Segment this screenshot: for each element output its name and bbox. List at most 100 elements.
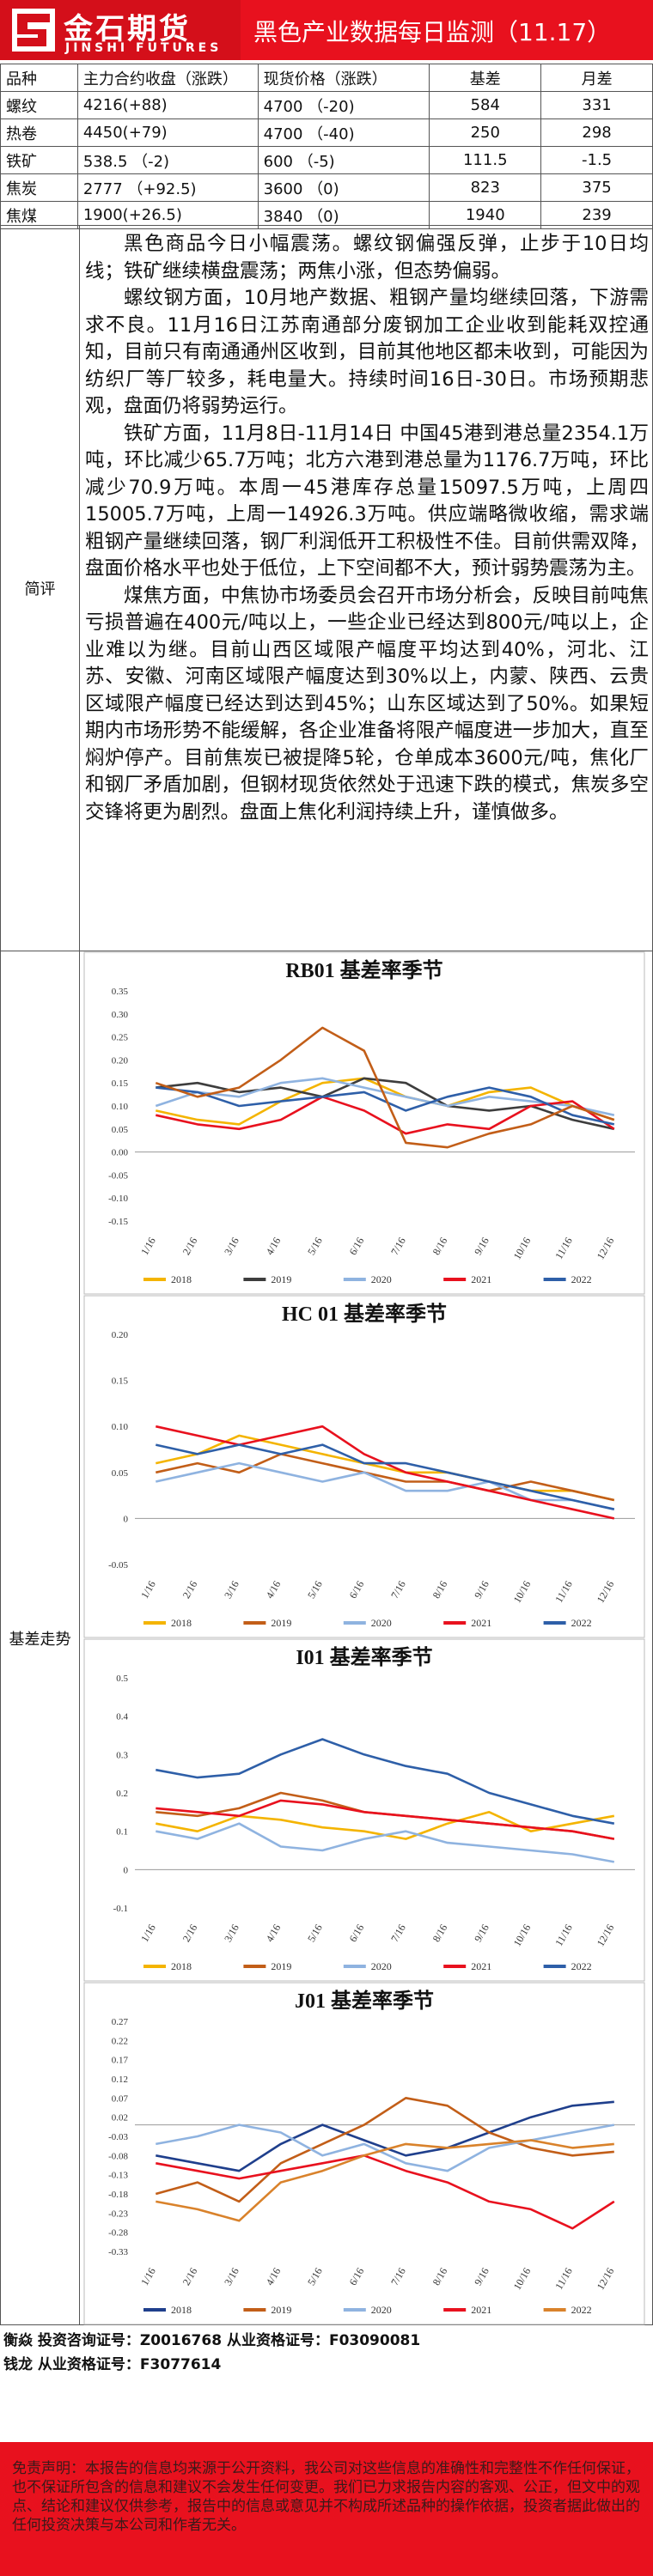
y-tick-label: 0 — [124, 1865, 129, 1875]
table-row: 铁矿 538.5 （-2) 600 （-5) 111.5 -1.5 — [0, 146, 653, 174]
credit-line: 衡焱 投资咨询证号：Z0016768 从业资格证号：F03090081 — [3, 2332, 421, 2349]
y-tick-label: 0.3 — [116, 1750, 128, 1760]
logo-mark-icon — [12, 9, 55, 52]
series-line-2018 — [156, 2100, 614, 2172]
futures-close: 4216(+88) — [76, 91, 259, 119]
series-line-2019 — [156, 1077, 615, 1131]
legend-label: 2020 — [371, 1617, 392, 1629]
basis-section: 基差走势 RB01 基差率季节 -0.15 -0.10 -0.05 0.00 0.05 0.… — [0, 951, 653, 2325]
legend-label: 2018 — [171, 1273, 192, 1285]
logo-en-text: JINSHI FUTURES — [65, 41, 223, 55]
futures-close: 538.5 （-2) — [76, 146, 259, 174]
chart-frame — [83, 951, 645, 1295]
commentary-paragraph: 煤焦方面，中焦协市场委员会召开市场分析会，反映目前吨焦亏损普遍在400元/吨以上… — [85, 584, 649, 823]
y-tick-label: -0.15 — [108, 1217, 128, 1227]
y-tick-label: 0.10 — [112, 1102, 129, 1112]
chart-title: I01 基差率季节 — [296, 1645, 432, 1669]
chart-j01: J01 基差率季节 -0.33 -0.28 -0.23 -0.18 -0.13 -0.08 -… — [83, 1982, 645, 2325]
spread-value: 375 — [540, 173, 653, 202]
legend-label: 2018 — [171, 2304, 192, 2316]
table-row: 焦炭 2777 （+92.5) 3600 （0) 823 375 — [0, 173, 653, 202]
legend-label: 2022 — [571, 1960, 592, 1972]
column-header: 主力合约收盘（涨跌） — [76, 64, 259, 92]
column-header: 基差 — [429, 64, 542, 92]
series-line-2019 — [155, 2097, 614, 2203]
column-header: 现货价格（涨跌） — [257, 64, 430, 92]
chart-i01: I01 基差率季节 -0.1 0 0.1 0.2 0.3 0.4 0.5 1/16 2/16 3/1… — [83, 1638, 645, 1982]
y-tick-label: -0.23 — [108, 2208, 128, 2219]
commentary-paragraph: 铁矿方面，11月8日-11月14日 中国45港到港总量2354.1万吨，环比减少… — [85, 422, 649, 580]
table-row: 热卷 4450(+79) 4700 （-40) 250 298 — [0, 118, 653, 147]
chart-i01-svg: I01 基差率季节-0.100.10.20.30.40.51/16 2/16 3/1… — [83, 1638, 645, 1982]
y-tick-label: 0.12 — [112, 2075, 128, 2085]
legend-label: 2018 — [171, 1960, 192, 1972]
legend-label: 2019 — [271, 2304, 291, 2316]
basis-value: 1940 — [429, 201, 542, 229]
commentary-paragraph: 螺纹钢方面，10月地产数据、粗钢产量均继续回落，下游需求不良。11月16日江苏南… — [85, 287, 649, 417]
futures-close: 2777 （+92.5) — [76, 173, 259, 202]
spread-value: 239 — [540, 201, 653, 229]
basis-value: 584 — [429, 91, 542, 119]
brand-logo: 金石期货 JINSHI FUTURES — [0, 0, 241, 60]
chart-frame — [83, 1982, 645, 2325]
legend-label: 2020 — [371, 1960, 392, 1972]
series-line-2021 — [156, 1799, 615, 1840]
y-tick-label: 0.22 — [112, 2036, 128, 2046]
commodity-name: 铁矿 — [0, 146, 78, 174]
y-tick-label: -0.28 — [108, 2228, 128, 2239]
chart-j01-svg: J01 基差率季节 -0.33 -0.28 -0.23 -0.18 -0.13 -0.08 -… — [83, 1982, 645, 2325]
price-table: 品种 主力合约收盘（涨跌） 现货价格（涨跌） 基差 月差 螺纹 4216(+88… — [0, 64, 653, 229]
y-tick-label: 0.5 — [116, 1674, 128, 1684]
series-line-2022 — [156, 1086, 615, 1126]
commodity-name: 螺纹 — [0, 91, 78, 119]
series-line-2022 — [156, 1738, 615, 1825]
series-line-2020 — [155, 1077, 615, 1116]
spot-price: 3840 （0) — [257, 201, 430, 229]
report-header: 金石期货 JINSHI FUTURES 黑色产业数据每日监测（11.17） — [0, 0, 653, 60]
y-tick-label: 0.1 — [116, 1827, 128, 1838]
series-line-2018 — [156, 1077, 615, 1126]
y-tick-label: 0.20 — [112, 1055, 129, 1066]
y-tick-label: 0.27 — [112, 2017, 129, 2027]
y-tick-label: 0.07 — [112, 2093, 129, 2104]
y-tick-label: -0.13 — [108, 2171, 128, 2181]
chart-hc01: HC 01 基差率季节 -0.05 0 0.05 0.10 0.15 0.20 1/16 2/1… — [83, 1295, 645, 1638]
legend-label: 2019 — [271, 1617, 291, 1629]
futures-close: 4450(+79) — [76, 118, 259, 147]
y-tick-label: 0.15 — [112, 1078, 129, 1089]
commentary-body: 黑色商品今日小幅震荡。螺纹钢偏强反弹，止步于10日均线；铁矿继续横盘震荡；两焦小… — [85, 231, 649, 826]
legend-label: 2021 — [471, 1273, 491, 1285]
spot-price: 4700 （-20) — [257, 91, 430, 119]
basis-value: 823 — [429, 173, 542, 202]
chart-title: HC 01 基差率季节 — [282, 1302, 447, 1326]
basis-label: 基差走势 — [1, 951, 80, 2324]
y-tick-label: 0.05 — [112, 1125, 129, 1135]
spot-price: 600 （-5) — [257, 146, 430, 174]
y-tick-label: -0.03 — [108, 2132, 128, 2142]
y-tick-label: 0.17 — [112, 2056, 129, 2066]
y-tick-label: 0.20 — [112, 1330, 129, 1340]
series-line-2021 — [156, 1096, 615, 1135]
series-line-2018 — [156, 1434, 615, 1502]
y-tick-label: -0.05 — [108, 1560, 128, 1571]
y-tick-label: 0.15 — [112, 1376, 129, 1387]
y-tick-label: 0.02 — [112, 2113, 128, 2123]
y-tick-label: 0 — [124, 1514, 129, 1524]
table-row: 焦煤 1900(+26.5) 3840 （0) 1940 239 — [0, 201, 653, 229]
commodity-name: 焦炭 — [0, 173, 78, 202]
chart-title: J01 基差率季节 — [295, 1989, 434, 2013]
page-title: 黑色产业数据每日监测（11.17） — [253, 18, 612, 46]
commentary-label: 简评 — [1, 226, 80, 951]
credit-line: 钱龙 从业资格证号：F3077614 — [3, 2356, 222, 2373]
commentary-section: 简评 黑色商品今日小幅震荡。螺纹钢偏强反弹，止步于10日均线；铁矿继续横盘震荡；… — [0, 225, 653, 951]
spot-price: 4700 （-40) — [257, 118, 430, 147]
commodity-name: 热卷 — [0, 118, 78, 147]
commodity-name: 焦煤 — [0, 201, 78, 229]
series-line-2020 — [156, 1822, 615, 1863]
legend-label: 2020 — [371, 1273, 392, 1285]
legend-label: 2019 — [271, 1273, 291, 1285]
y-tick-label: 0.2 — [116, 1789, 128, 1799]
disclaimer: 免责声明：本报告的信息均来源于公开资料，我公司对这些信息的准确性和完整性不作任何… — [0, 2442, 653, 2576]
analyst-credits: 衡焱 投资咨询证号：Z0016768 从业资格证号：F03090081 钱龙 从… — [0, 2329, 653, 2377]
basis-value: 250 — [429, 118, 542, 147]
